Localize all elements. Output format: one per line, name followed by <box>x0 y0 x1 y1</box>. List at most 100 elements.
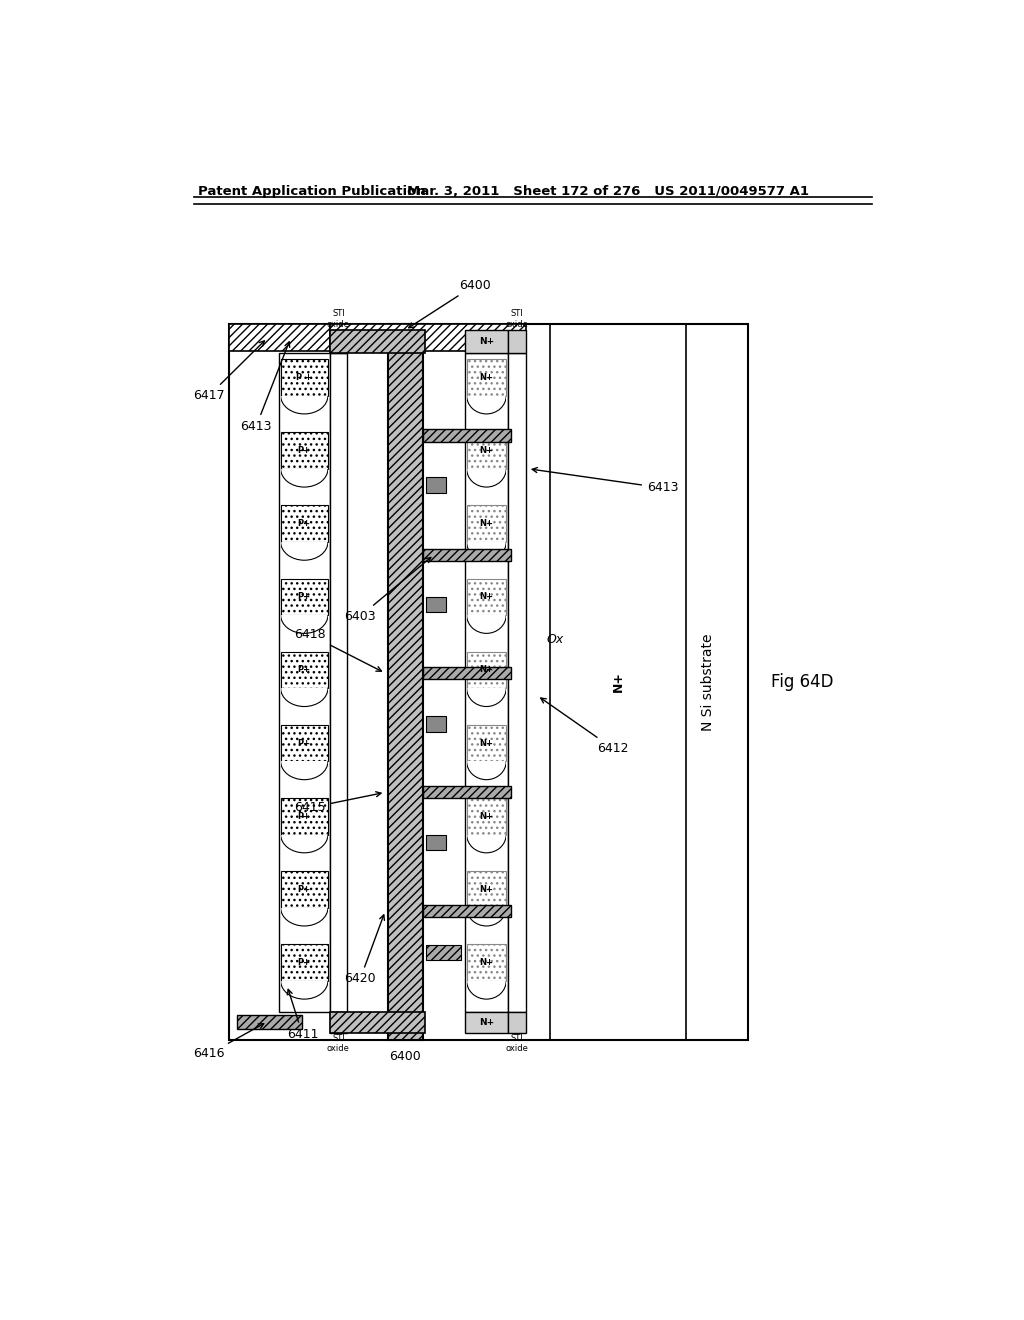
Bar <box>467 578 506 615</box>
Bar <box>423 787 511 799</box>
Text: N+: N+ <box>611 672 625 693</box>
Text: P+: P+ <box>298 519 311 528</box>
Text: P+: P+ <box>298 593 311 602</box>
Bar <box>330 1011 347 1034</box>
Bar <box>467 359 506 396</box>
Text: 6413: 6413 <box>532 467 679 495</box>
Text: 6400: 6400 <box>389 1051 421 1063</box>
Text: STI
oxide: STI oxide <box>505 309 528 329</box>
Bar <box>228 323 748 1040</box>
Bar <box>467 725 506 762</box>
Bar <box>426 478 445 492</box>
Bar <box>465 354 508 1011</box>
Bar <box>330 323 525 351</box>
Ellipse shape <box>281 524 328 560</box>
Text: 6412: 6412 <box>541 698 629 755</box>
Bar <box>426 834 445 850</box>
Ellipse shape <box>467 890 506 925</box>
Text: N+: N+ <box>479 812 494 821</box>
Bar <box>281 871 328 908</box>
Text: N Si substrate: N Si substrate <box>701 634 716 731</box>
Bar <box>508 354 525 1011</box>
Text: P+: P+ <box>298 665 311 675</box>
Bar <box>467 871 506 908</box>
Bar <box>228 323 330 351</box>
Bar <box>281 359 328 396</box>
Text: 6416: 6416 <box>194 1024 264 1060</box>
Text: P+: P+ <box>298 958 311 968</box>
Text: N+: N+ <box>479 446 494 455</box>
Ellipse shape <box>281 890 328 925</box>
Ellipse shape <box>281 450 328 487</box>
Text: N+: N+ <box>479 519 494 528</box>
Text: Ox: Ox <box>547 634 564 647</box>
Ellipse shape <box>467 524 506 560</box>
Text: Mar. 3, 2011   Sheet 172 of 276   US 2011/0049577 A1: Mar. 3, 2011 Sheet 172 of 276 US 2011/00… <box>407 185 809 198</box>
Ellipse shape <box>467 962 506 999</box>
Ellipse shape <box>281 816 328 853</box>
Bar <box>281 432 328 469</box>
Text: STI
oxide: STI oxide <box>327 1034 350 1053</box>
Ellipse shape <box>467 671 506 706</box>
Bar <box>465 1011 508 1034</box>
Text: P+: P+ <box>298 446 311 455</box>
Text: 6420: 6420 <box>344 915 384 986</box>
Text: P+: P+ <box>298 812 311 821</box>
Ellipse shape <box>467 597 506 634</box>
Bar <box>388 323 423 1040</box>
Text: 6411: 6411 <box>287 990 318 1040</box>
Bar <box>426 945 461 960</box>
Bar <box>465 330 508 354</box>
Ellipse shape <box>281 671 328 706</box>
Bar <box>281 652 328 688</box>
Bar <box>281 944 328 981</box>
Ellipse shape <box>281 597 328 634</box>
Text: N+: N+ <box>479 337 494 346</box>
Text: STI
oxide: STI oxide <box>327 309 350 329</box>
Text: N+: N+ <box>479 739 494 747</box>
Bar <box>426 597 445 612</box>
Text: Patent Application Publication: Patent Application Publication <box>198 185 426 198</box>
Bar <box>423 667 511 680</box>
Ellipse shape <box>467 450 506 487</box>
Ellipse shape <box>467 816 506 853</box>
Ellipse shape <box>281 743 328 780</box>
Ellipse shape <box>467 743 506 780</box>
Text: N+: N+ <box>479 884 494 894</box>
Text: 6415: 6415 <box>294 792 381 814</box>
Text: P+: P+ <box>298 739 311 747</box>
Text: P +: P + <box>296 372 312 381</box>
Bar <box>467 506 506 543</box>
Bar <box>508 330 525 354</box>
Bar <box>330 330 347 354</box>
Bar <box>426 717 445 731</box>
Bar <box>281 506 328 543</box>
Bar <box>467 652 506 688</box>
Ellipse shape <box>467 378 506 414</box>
Text: 6413: 6413 <box>241 342 290 433</box>
Bar <box>237 1015 302 1028</box>
Bar <box>467 944 506 981</box>
Bar <box>467 432 506 469</box>
Text: Fig 64D: Fig 64D <box>771 673 834 690</box>
Bar <box>281 578 328 615</box>
Text: P+: P+ <box>298 884 311 894</box>
Bar <box>508 1011 525 1034</box>
Text: STI
oxide: STI oxide <box>505 1034 528 1053</box>
Text: N+: N+ <box>479 958 494 968</box>
Ellipse shape <box>281 378 328 414</box>
Bar <box>330 1011 425 1034</box>
Text: N+: N+ <box>479 593 494 602</box>
Text: 6400: 6400 <box>409 279 490 327</box>
Bar <box>330 330 425 354</box>
Text: N+: N+ <box>479 1018 494 1027</box>
Bar <box>423 904 511 917</box>
Bar <box>467 799 506 834</box>
Bar <box>280 354 330 1011</box>
Bar <box>423 549 511 561</box>
Bar <box>330 354 347 1011</box>
Text: N+: N+ <box>479 372 494 381</box>
Text: 6403: 6403 <box>344 557 431 623</box>
Bar <box>281 799 328 834</box>
Bar <box>423 429 511 442</box>
